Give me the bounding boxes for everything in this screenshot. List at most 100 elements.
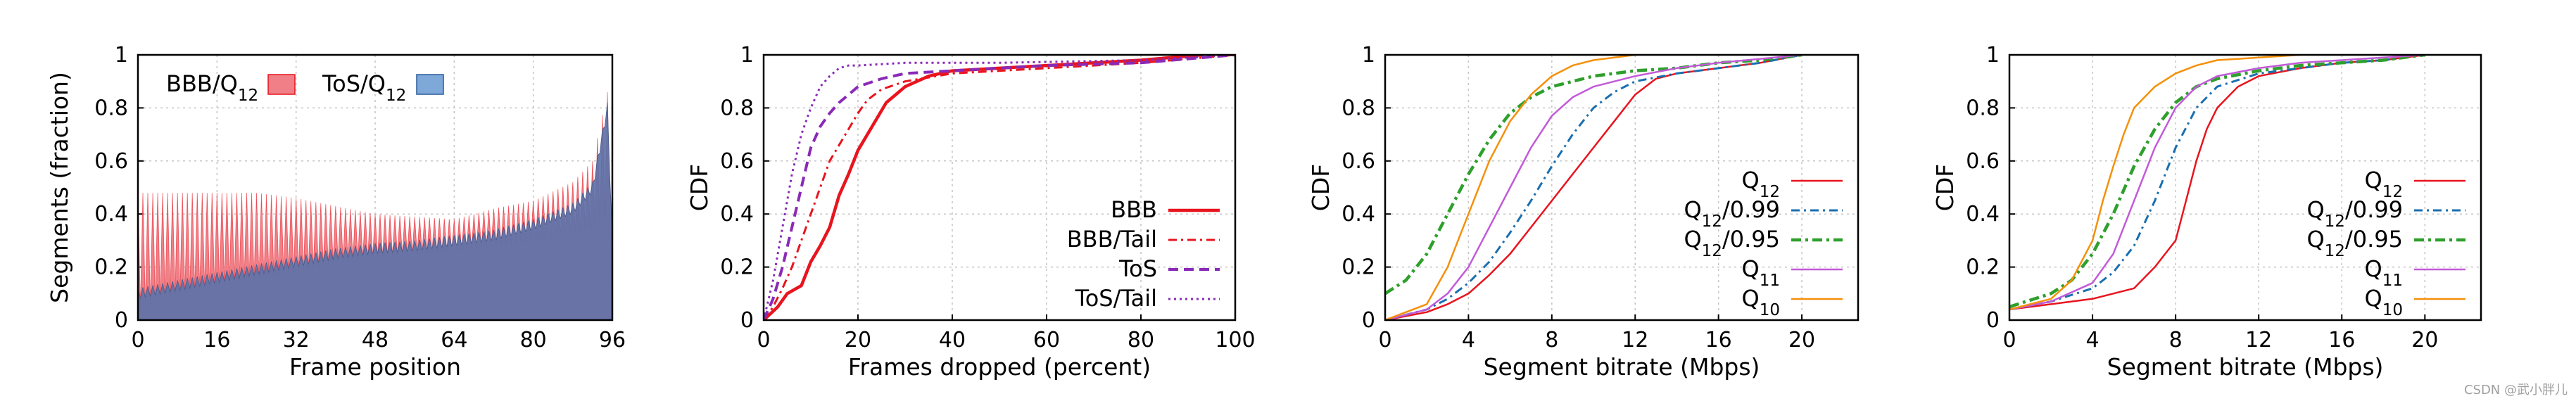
x-tick-label: 32 bbox=[283, 328, 310, 352]
x-tick-label: 80 bbox=[1128, 328, 1154, 352]
legend-label: Q12/0.95 bbox=[2306, 226, 2403, 260]
series-line-q12-0-99 bbox=[2009, 55, 2425, 311]
x-tick-label: 4 bbox=[1462, 328, 1475, 352]
x-tick-label: 20 bbox=[845, 328, 871, 352]
legend-label: Q11 bbox=[1742, 255, 1781, 290]
chart-panel-3: 0 4 8 12 16 20 0 0.2 0.4 0.6 0.8 1 Segment bitrate (… bbox=[1307, 43, 1860, 381]
legend-label: Q12/0.99 bbox=[1684, 196, 1780, 231]
legend-label: BBB/Tail bbox=[1067, 226, 1157, 253]
y-tick-label: 0.6 bbox=[720, 149, 754, 174]
y-tick-label: 1 bbox=[740, 43, 754, 68]
plot-area bbox=[1385, 55, 1802, 320]
y-axis-label: CDF bbox=[686, 164, 713, 211]
y-tick-label: 0 bbox=[740, 308, 754, 333]
y-tick-label: 0.6 bbox=[1966, 149, 2000, 174]
x-tick-label: 8 bbox=[1545, 328, 1558, 352]
legend-label: Q10 bbox=[2365, 285, 2404, 319]
legend-label: Q12 bbox=[2365, 167, 2404, 201]
y-tick-label: 0.4 bbox=[94, 202, 128, 227]
x-tick-label: 96 bbox=[599, 328, 626, 352]
series-area-tos-q12 bbox=[138, 102, 612, 320]
y-tick-label: 0.6 bbox=[1341, 149, 1375, 174]
x-axis-label: Segment bitrate (Mbps) bbox=[2107, 353, 2384, 381]
x-tick-label: 60 bbox=[1033, 328, 1060, 352]
watermark-text: CSDN @武小胖儿 bbox=[2464, 383, 2568, 397]
legend-label-tos-q12: ToS/Q12 bbox=[322, 70, 406, 105]
y-tick-label: 0 bbox=[115, 308, 128, 333]
y-tick-label: 0.2 bbox=[1341, 255, 1375, 280]
y-tick-label: 1 bbox=[115, 43, 128, 68]
x-tick-label: 8 bbox=[2169, 328, 2183, 352]
legend-label-bbb-q12: BBB/Q12 bbox=[166, 70, 258, 105]
x-tick-label: 0 bbox=[757, 328, 770, 352]
series-line-q10 bbox=[2009, 55, 2301, 311]
y-axis-label: CDF bbox=[1931, 164, 1959, 211]
series-line-q12 bbox=[2009, 55, 2425, 311]
chart-panel-2: 0 20 40 60 80 100 0 0.2 0.4 0.6 0.8 1 Frames dropped… bbox=[686, 43, 1256, 381]
y-axis-label: Segments (fraction) bbox=[46, 72, 73, 303]
legend-swatch-tos-q12 bbox=[416, 74, 444, 95]
series-line-q12-0-99 bbox=[1385, 55, 1802, 320]
y-tick-label: 0.8 bbox=[1341, 96, 1375, 120]
legend-label: Q12/0.99 bbox=[2306, 196, 2403, 231]
y-tick-label: 0.2 bbox=[720, 255, 754, 280]
plot-frame bbox=[137, 53, 614, 322]
x-tick-label: 48 bbox=[362, 328, 389, 352]
chart-panel-4: 0 4 8 12 16 20 0 0.2 0.4 0.6 0.8 1 Segment bitrate (… bbox=[1931, 43, 2482, 381]
x-tick-label: 40 bbox=[939, 328, 966, 352]
series-line-q10 bbox=[1385, 55, 1636, 320]
x-axis-label: Segment bitrate (Mbps) bbox=[1484, 353, 1760, 381]
y-tick-label: 1 bbox=[1362, 43, 1375, 68]
legend-label: BBB bbox=[1111, 196, 1157, 223]
series-line-q12-0-95 bbox=[2009, 55, 2425, 309]
x-tick-label: 20 bbox=[2411, 328, 2438, 352]
x-tick-label: 100 bbox=[1215, 328, 1255, 352]
series-line-bbb-tail bbox=[764, 55, 1235, 320]
plot-area bbox=[2009, 55, 2425, 311]
x-tick-label: 16 bbox=[1705, 328, 1732, 352]
legend-label: Q11 bbox=[2365, 255, 2404, 290]
y-tick-label: 1 bbox=[1986, 43, 2000, 68]
series-line-tos-tail bbox=[764, 55, 1235, 320]
y-tick-label: 0.8 bbox=[94, 96, 128, 120]
y-tick-label: 0.4 bbox=[1966, 202, 2000, 227]
legend-label: ToS/Tail bbox=[1075, 285, 1157, 312]
y-tick-label: 0.2 bbox=[1966, 255, 2000, 280]
x-tick-label: 16 bbox=[203, 328, 230, 352]
legend-label: Q12/0.95 bbox=[1684, 226, 1780, 260]
y-tick-label: 0.8 bbox=[1966, 96, 2000, 120]
plot-frame bbox=[2008, 53, 2482, 322]
legend: BBB/Q12 ToS/Q12 bbox=[166, 70, 444, 105]
x-tick-label: 0 bbox=[1378, 328, 1391, 352]
chart-panel-1: 0 16 32 48 64 80 96 0 0.2 0.4 0.6 0.8 1 Frame positio… bbox=[46, 43, 626, 381]
x-tick-label: 12 bbox=[2245, 328, 2272, 352]
x-tick-label: 80 bbox=[520, 328, 547, 352]
plot-frame bbox=[1384, 53, 1860, 322]
x-tick-label: 4 bbox=[2086, 328, 2100, 352]
legend-label: Q10 bbox=[1742, 285, 1781, 319]
x-axis-label: Frame position bbox=[289, 353, 461, 381]
x-tick-label: 12 bbox=[1622, 328, 1648, 352]
y-tick-label: 0.6 bbox=[94, 149, 128, 174]
x-tick-label: 0 bbox=[2002, 328, 2016, 352]
legend-label: Q12 bbox=[1742, 167, 1781, 201]
y-tick-label: 0 bbox=[1986, 308, 2000, 333]
y-tick-label: 0.4 bbox=[1341, 202, 1375, 227]
y-axis-label: CDF bbox=[1307, 164, 1334, 211]
legend-label: ToS bbox=[1118, 255, 1157, 282]
series-line-q11 bbox=[2009, 55, 2425, 311]
x-tick-label: 16 bbox=[2328, 328, 2355, 352]
legend-swatch-bbb-q12 bbox=[267, 74, 296, 95]
plot-area bbox=[138, 91, 612, 320]
series-line-bbb bbox=[764, 55, 1203, 320]
y-tick-label: 0.8 bbox=[720, 96, 754, 120]
y-tick-label: 0.4 bbox=[720, 202, 754, 227]
x-tick-label: 0 bbox=[131, 328, 144, 352]
y-tick-label: 0.2 bbox=[94, 255, 128, 280]
plot-area bbox=[764, 55, 1235, 320]
x-tick-label: 64 bbox=[441, 328, 467, 352]
